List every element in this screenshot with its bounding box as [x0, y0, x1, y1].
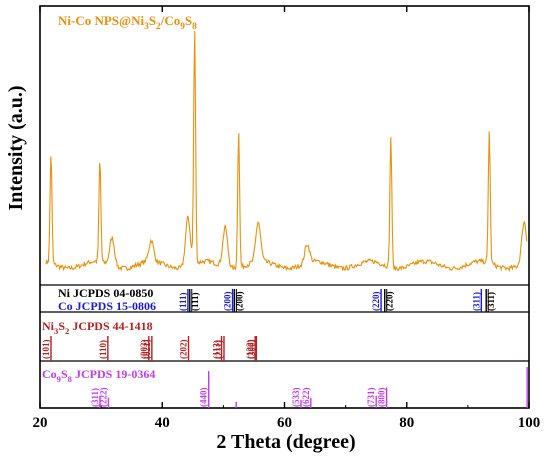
ni-hkl-label: (200)	[234, 292, 244, 312]
panel-group	[39, 5, 530, 409]
x-tick-label: 80	[399, 415, 414, 431]
co-hkl-label: (200)	[223, 292, 233, 312]
x-tick-label: 20	[33, 415, 48, 431]
ni3s2-hkl-label: (021)	[142, 340, 152, 360]
co-hkl-label: (311)	[471, 292, 481, 311]
co-reference-label: Co JCPDS 15-0806	[58, 299, 156, 313]
x-tick-label: 60	[277, 415, 292, 431]
x-tick-label: 40	[155, 415, 170, 431]
ni3s2-hkl-label: (113)	[212, 340, 222, 359]
ni-hkl-label: (220)	[385, 292, 395, 312]
co9s8-reference-label: Co9S8 JCPDS 19-0364	[42, 367, 155, 384]
x-axis-label: 2 Theta (degree)	[216, 431, 355, 453]
label-group: 20 40 60 80 100 Ni-Co NPS@Ni3S2/Co9S8 Ni JCPDS…	[33, 13, 541, 431]
ni3s2-hkl-label: (101)	[41, 340, 51, 360]
co-hkl-label: (111)	[178, 292, 188, 311]
co9s8-hkl-label: (731)	[366, 388, 376, 408]
co9s8-hkl-label: (622)	[301, 388, 311, 408]
ni3s2-hkl-label: (300)	[246, 340, 256, 360]
ni-hkl-label: (311)	[486, 292, 496, 311]
plot-frame	[39, 5, 530, 409]
ni3s2-hkl-label: (003)	[139, 340, 149, 360]
ni-hkl-label: (111)	[190, 292, 200, 311]
ni3s2-hkl-label: (110)	[98, 340, 108, 359]
chart-title: Ni-Co NPS@Ni3S2/Co9S8	[58, 13, 197, 32]
co9s8-hkl-label: (311)	[90, 388, 100, 407]
co9s8-hkl-label: (800)	[377, 388, 387, 408]
ni-reference-label: Ni JCPDS 04-0850	[58, 286, 153, 300]
mark-group	[45, 30, 528, 408]
co9s8-hkl-label: (222)	[98, 388, 108, 408]
y-axis-label: Intensity (a.u.)	[5, 85, 27, 210]
co9s8-hkl-label: (440)	[199, 388, 209, 408]
x-tick-label: 100	[518, 415, 541, 431]
ni3s2-hkl-label: (211)	[214, 340, 224, 359]
co-hkl-label: (220)	[371, 292, 381, 312]
ni3s2-reference-label: Ni3S2 JCPDS 44-1418	[42, 319, 153, 336]
co9s8-hkl-label: (533)	[291, 388, 301, 408]
xrd-pattern-line	[45, 30, 528, 273]
ni3s2-hkl-label: (122)	[245, 340, 255, 360]
ni3s2-hkl-label: (202)	[179, 340, 189, 360]
